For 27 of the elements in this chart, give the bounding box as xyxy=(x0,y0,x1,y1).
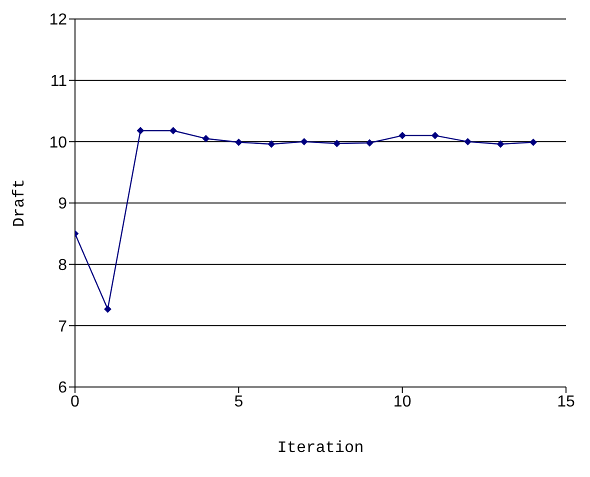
point xyxy=(333,140,340,148)
x-axis-title: Iteration xyxy=(277,439,364,457)
y-tick-label: 12 xyxy=(49,12,68,29)
x-tick-label: 10 xyxy=(393,393,412,410)
y-tick-label: 8 xyxy=(58,257,68,274)
y-tick-label: 10 xyxy=(49,134,68,152)
point xyxy=(104,306,112,313)
point xyxy=(300,138,308,146)
x-tick-label: 5 xyxy=(234,393,244,410)
point xyxy=(497,140,504,148)
point xyxy=(366,139,374,146)
y-tick-label: 9 xyxy=(58,196,68,213)
point xyxy=(464,138,472,146)
point xyxy=(235,138,242,146)
y-tick-label: 11 xyxy=(50,73,68,90)
point xyxy=(136,127,144,134)
point xyxy=(432,132,439,140)
x-tick-label: 0 xyxy=(70,393,80,410)
y-axis-title: Draft xyxy=(10,178,29,228)
point xyxy=(202,135,210,142)
y-tick-label: 6 xyxy=(58,380,68,397)
point xyxy=(398,132,406,140)
point xyxy=(268,140,275,148)
point xyxy=(530,138,537,146)
x-tick-label: 15 xyxy=(557,393,575,410)
point xyxy=(170,127,177,134)
y-tick-label: 7 xyxy=(58,318,68,336)
